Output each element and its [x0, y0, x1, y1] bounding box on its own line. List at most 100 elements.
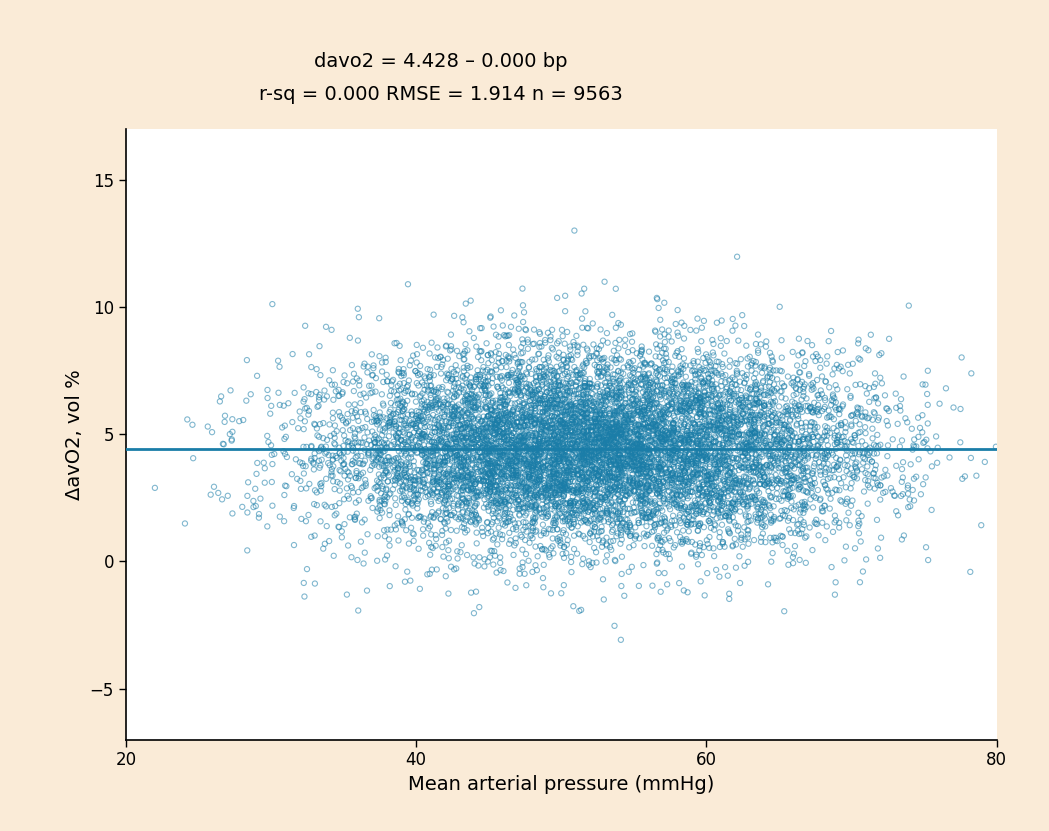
Point	[586, 518, 603, 531]
Point	[478, 401, 495, 414]
Point	[737, 509, 754, 523]
Point	[330, 520, 347, 534]
Point	[719, 479, 735, 493]
Point	[470, 398, 487, 411]
Point	[414, 455, 431, 469]
Point	[600, 417, 617, 430]
Point	[566, 384, 583, 397]
Point	[486, 466, 502, 479]
Point	[584, 387, 601, 401]
Point	[604, 438, 621, 451]
Point	[598, 380, 615, 393]
Point	[618, 473, 635, 486]
Point	[511, 464, 528, 477]
Point	[626, 448, 643, 461]
Point	[581, 428, 598, 441]
Point	[455, 451, 472, 465]
Point	[800, 441, 817, 455]
Point	[606, 439, 623, 452]
Point	[422, 510, 438, 524]
Point	[588, 342, 605, 355]
Point	[539, 437, 556, 450]
Point	[463, 467, 479, 480]
Point	[792, 377, 809, 391]
Point	[651, 370, 668, 383]
Point	[859, 479, 876, 492]
Point	[427, 459, 444, 472]
Point	[903, 422, 920, 435]
Point	[521, 536, 538, 549]
Point	[723, 394, 740, 407]
Point	[635, 417, 651, 430]
Point	[580, 475, 597, 488]
Point	[514, 556, 531, 569]
Point	[486, 532, 502, 545]
Point	[430, 425, 447, 439]
Point	[668, 386, 685, 400]
Point	[549, 423, 565, 436]
Point	[560, 476, 577, 489]
Point	[847, 460, 863, 474]
Point	[493, 475, 510, 488]
Point	[594, 434, 611, 447]
Point	[391, 413, 408, 426]
Point	[476, 440, 493, 454]
Point	[744, 406, 761, 419]
Point	[722, 455, 738, 468]
Point	[722, 461, 738, 475]
Point	[566, 338, 583, 352]
Point	[475, 474, 492, 487]
Point	[678, 443, 694, 456]
Point	[489, 487, 506, 500]
Point	[554, 398, 571, 411]
Point	[599, 471, 616, 484]
Point	[894, 434, 911, 447]
Point	[664, 467, 681, 480]
Point	[843, 476, 860, 489]
Point	[401, 507, 418, 520]
Point	[702, 419, 719, 432]
Point	[453, 413, 470, 426]
Point	[685, 509, 702, 523]
Point	[702, 491, 719, 504]
Point	[557, 514, 574, 528]
Point	[764, 371, 780, 385]
Point	[549, 445, 565, 459]
Point	[658, 463, 675, 476]
Point	[367, 455, 384, 468]
Point	[543, 411, 560, 424]
Point	[365, 359, 382, 372]
Point	[489, 455, 506, 468]
Point	[404, 387, 421, 401]
Point	[582, 443, 599, 456]
Point	[701, 457, 718, 470]
Point	[815, 457, 832, 470]
Point	[596, 397, 613, 411]
Point	[223, 434, 240, 447]
Point	[547, 465, 563, 478]
Point	[514, 332, 531, 346]
Point	[457, 411, 474, 425]
Point	[511, 425, 528, 439]
Point	[612, 457, 628, 470]
Point	[580, 466, 597, 479]
Point	[470, 425, 487, 438]
Point	[513, 347, 530, 360]
Point	[555, 479, 572, 492]
Point	[515, 396, 532, 410]
Point	[641, 465, 658, 478]
Point	[532, 361, 549, 374]
Point	[509, 454, 526, 467]
Point	[796, 499, 813, 512]
Point	[449, 472, 466, 485]
Point	[778, 405, 795, 418]
Point	[552, 539, 569, 553]
Point	[347, 496, 364, 509]
Point	[535, 524, 552, 538]
Point	[602, 392, 619, 406]
Point	[318, 445, 335, 459]
Point	[646, 324, 663, 337]
Point	[779, 490, 796, 504]
Point	[451, 460, 468, 473]
Point	[470, 485, 487, 499]
